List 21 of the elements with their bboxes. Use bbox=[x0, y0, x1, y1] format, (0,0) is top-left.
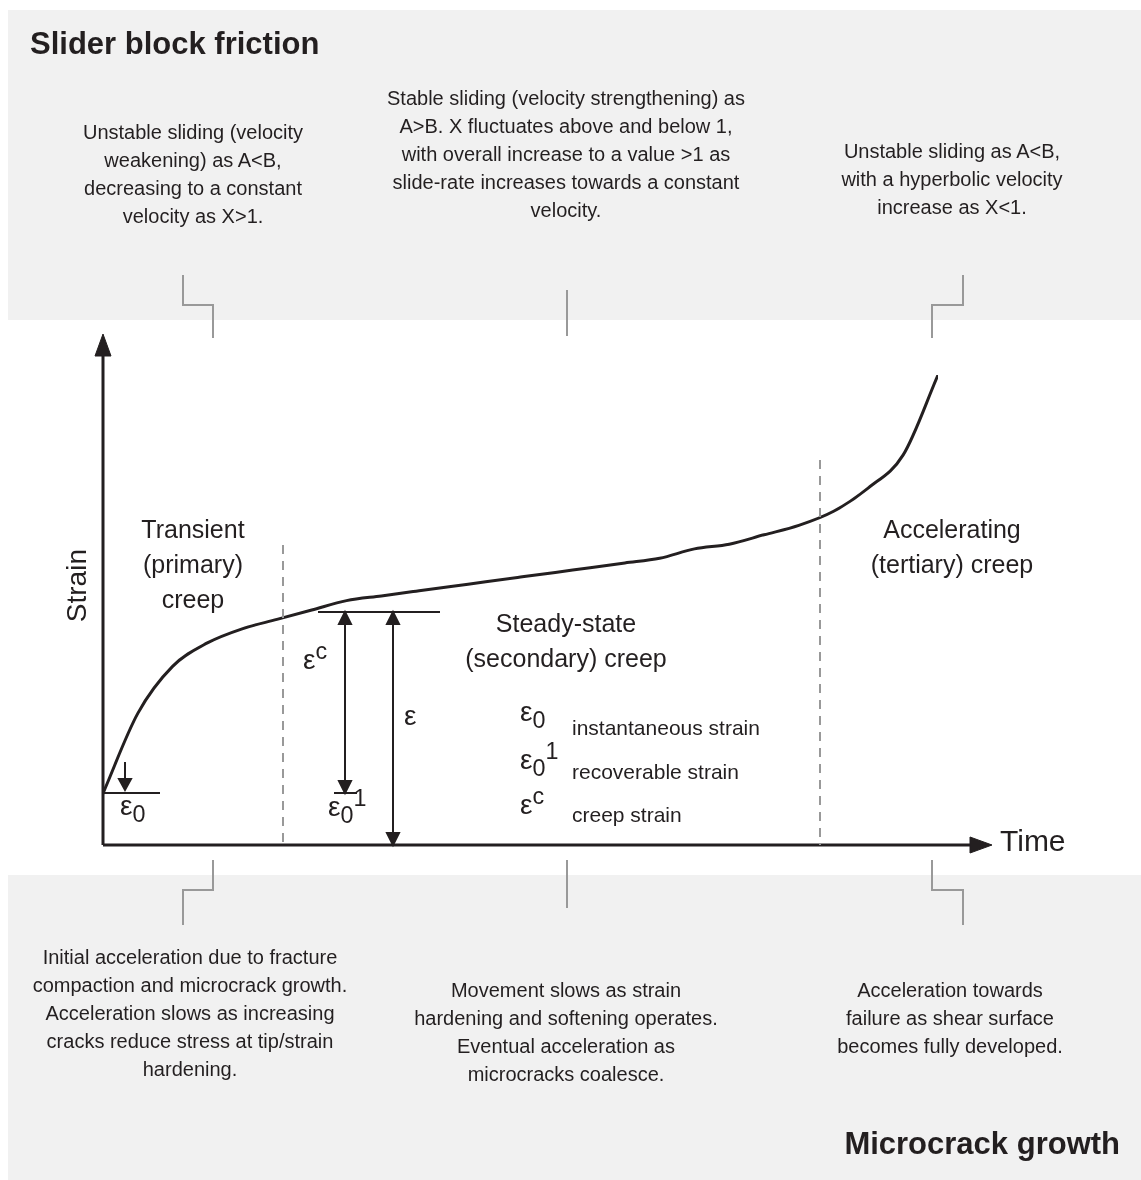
annotation: Accelerating (tertiary) creep bbox=[869, 514, 1035, 580]
annotation: ε$_{0}$ bbox=[120, 790, 146, 827]
text: Stable sliding (velocity strengthening) as A>B. X fluctuates above and below 1, with overall increase to a value >1 as slide-rate increases towards a constant velocity. bbox=[386, 86, 746, 223]
text: Initial acceleration due to fracture compaction and microcrack growth. Acceleration slows as increasing cracks reduce stress at tip/strain hardening. bbox=[31, 945, 349, 1082]
annotation: creep strain bbox=[572, 802, 682, 828]
text: Unstable sliding as A<B, with a hyperbolic velocity increase as X<1. bbox=[840, 139, 1064, 220]
x-axis-title: Time bbox=[1000, 823, 1066, 859]
annotation: ε$^{c}$ bbox=[303, 638, 328, 676]
text: Microcrack growth bbox=[843, 1125, 1120, 1163]
text: Acceleration towards failure as shear surface becomes fully developed. bbox=[836, 978, 1064, 1059]
annotation: ε$^{c}$ bbox=[520, 783, 545, 821]
annotation: ε bbox=[404, 700, 417, 731]
annotation: Transient (primary) creep bbox=[140, 514, 246, 615]
y-axis-title: Strain bbox=[60, 548, 94, 625]
text: Movement slows as strain hardening and softening operates. Eventual acceleration as microcracks coalesce. bbox=[413, 978, 719, 1087]
annotation: recoverable strain bbox=[572, 759, 739, 785]
chart-title: Slider block friction bbox=[30, 25, 320, 63]
annotation: ε$_{0}$ bbox=[520, 696, 546, 733]
text: Unstable sliding (velocity weakening) as A<B, decreasing to a constant velocity as X>1. bbox=[81, 120, 305, 229]
annotation: instantaneous strain bbox=[572, 715, 760, 741]
annotation: Steady-state (secondary) creep bbox=[464, 608, 668, 674]
